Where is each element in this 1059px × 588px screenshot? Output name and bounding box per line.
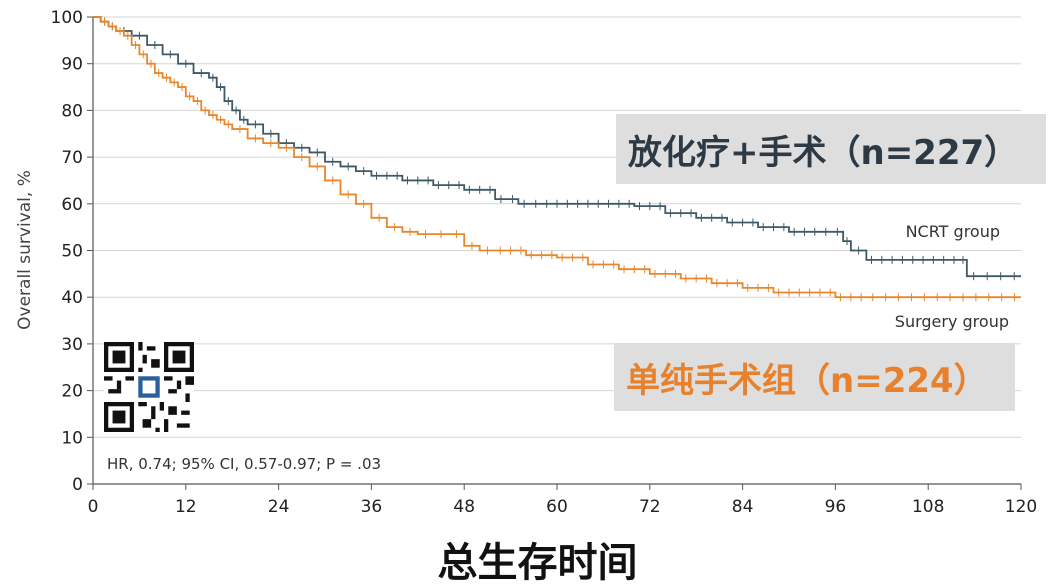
x-tick-label: 12 xyxy=(175,497,197,517)
surgery-censor-marks xyxy=(104,17,1016,302)
x-tick-label: 0 xyxy=(88,497,99,517)
x-tick-label: 60 xyxy=(546,497,568,517)
x-tick-label: 36 xyxy=(361,497,383,517)
x-axis-title: 总生存时间 xyxy=(437,540,638,586)
x-tick-label: 108 xyxy=(912,497,944,517)
y-tick-label: 90 xyxy=(61,55,83,75)
ncrt-series-label: NCRT group xyxy=(906,222,1000,241)
y-tick-label: 0 xyxy=(72,475,83,495)
y-tick-label: 20 xyxy=(61,382,83,402)
y-tick-label: 80 xyxy=(61,101,83,121)
axes xyxy=(87,16,1022,490)
x-tick-label: 24 xyxy=(268,497,290,517)
surgery-banner: 单纯手术组（n=224） xyxy=(614,343,1015,411)
x-tick-label: 120 xyxy=(1005,497,1037,517)
y-tick-label: 70 xyxy=(61,148,83,168)
y-tick-label: 100 xyxy=(51,8,83,28)
y-tick-label: 60 xyxy=(61,195,83,215)
x-tick-label: 48 xyxy=(453,497,475,517)
x-tick-label: 96 xyxy=(825,497,847,517)
survival-curves xyxy=(93,16,1021,302)
y-axis-title: Overall survival, % xyxy=(15,170,35,330)
ncrt-survival-line xyxy=(93,16,1021,278)
surgery-series-label: Surgery group xyxy=(895,312,1009,331)
ncrt-banner: 放化疗+手术（n=227） xyxy=(616,114,1046,184)
y-tick-label: 40 xyxy=(61,288,83,308)
x-tick-labels: 0 12 24 36 48 60 72 84 96 108 120 xyxy=(88,497,1038,517)
qr-code-icon xyxy=(104,342,194,432)
y-tick-label: 50 xyxy=(61,242,83,262)
y-tick-labels: 0 10 20 30 40 50 60 70 80 90 100 xyxy=(51,8,83,495)
y-tick-label: 30 xyxy=(61,335,83,355)
y-tick-label: 10 xyxy=(61,428,83,448)
x-tick-label: 84 xyxy=(732,497,754,517)
hazard-ratio-text: HR, 0.74; 95% CI, 0.57-0.97; P = .03 xyxy=(107,455,381,473)
x-tick-label: 72 xyxy=(639,497,661,517)
